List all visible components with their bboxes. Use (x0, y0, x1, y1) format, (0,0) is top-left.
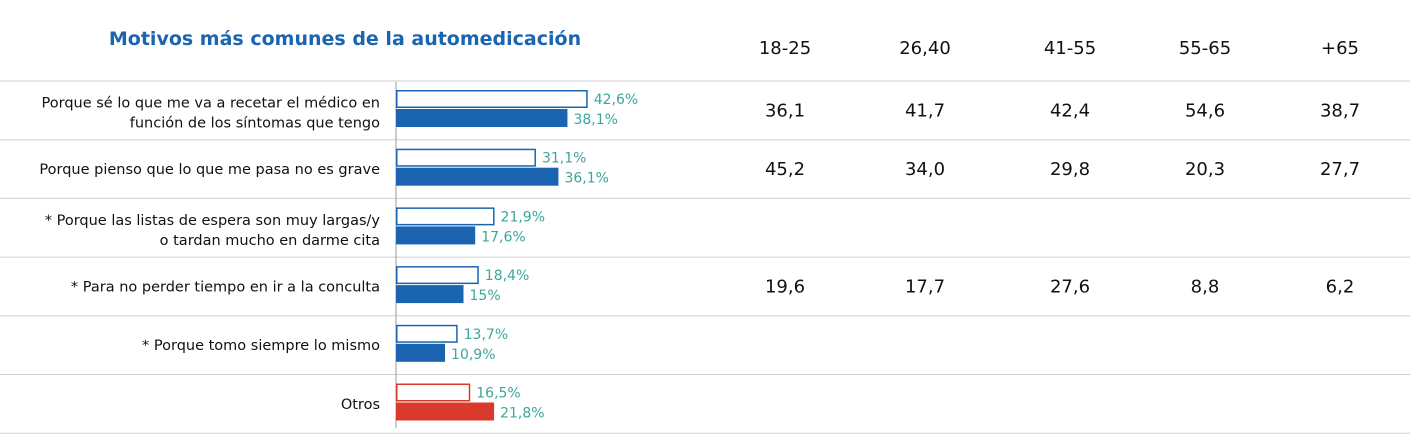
bar-value-label-series-2: 10,9% (451, 347, 495, 363)
column-header: +65 (1321, 38, 1359, 59)
bar-series-1 (396, 207, 495, 226)
category-label: * Porque tomo siempre lo mismo (142, 338, 380, 354)
bar-series-1 (396, 324, 458, 343)
category-label-line: * Porque las listas de espera son muy la… (45, 213, 381, 229)
bar-value-label-series-2: 15% (470, 288, 501, 304)
bar-series-2 (396, 285, 464, 304)
bar-value-label-series-1: 16,5% (476, 386, 520, 402)
bar-value-label-series-1: 31,1% (542, 151, 586, 167)
bar-series-2 (396, 343, 446, 362)
table-cell: 42,4 (1050, 100, 1090, 121)
bar-series-1 (396, 90, 588, 108)
bar-series-1 (396, 266, 479, 285)
category-label: Otros (341, 397, 380, 413)
bar-value-label-series-2: 38,1% (573, 112, 617, 128)
table-cell: 38,7 (1320, 100, 1360, 121)
category-label: * Para no perder tiempo en ir a la concu… (71, 279, 380, 295)
bar-series-1 (396, 383, 471, 402)
table-cell: 36,1 (765, 100, 805, 121)
table-cell: 6,2 (1326, 276, 1355, 297)
bar-series-2 (396, 226, 476, 245)
bar-value-label-series-2: 21,8% (500, 406, 544, 422)
chart-row: * Para no perder tiempo en ir a la concu… (71, 266, 1355, 304)
bar-series-1 (396, 148, 536, 167)
table-cell: 19,6 (765, 276, 805, 297)
category-label: Porque pienso que lo que me pasa no es g… (39, 162, 380, 178)
column-header: 18-25 (759, 38, 811, 59)
table-cell: 29,8 (1050, 159, 1090, 180)
category-label-line: Porque pienso que lo que me pasa no es g… (39, 162, 380, 178)
table-cell: 34,0 (905, 159, 945, 180)
chart-row: * Porque tomo siempre lo mismo 13,7% 10,9% (142, 324, 508, 363)
age-column-headers: 18-25 26,40 41-55 55-65 +65 (759, 38, 1359, 59)
category-label-line: Porque sé lo que me va a recetar el médi… (42, 95, 380, 111)
chart-row: Porque pienso que lo que me pasa no es g… (39, 148, 1360, 187)
column-header: 26,40 (899, 38, 951, 59)
column-header: 55-65 (1179, 38, 1231, 59)
category-label: Porque sé lo que me va a recetar el médi… (42, 95, 381, 131)
bar-value-label-series-1: 42,6% (594, 92, 638, 108)
category-label-line: * Porque tomo siempre lo mismo (142, 338, 380, 354)
category-label-line: Otros (341, 397, 380, 413)
category-label-line: * Para no perder tiempo en ir a la concu… (71, 279, 380, 295)
table-cell: 17,7 (905, 276, 945, 297)
category-label: * Porque las listas de espera son muy la… (45, 213, 381, 249)
category-label-line: o tardan mucho en darme cita (160, 233, 380, 249)
chart-row: Porque sé lo que me va a recetar el médi… (42, 90, 1360, 131)
chart-rows: Porque sé lo que me va a recetar el médi… (39, 90, 1360, 422)
bar-series-2 (396, 167, 559, 186)
chart-row: * Porque las listas de espera son muy la… (45, 207, 545, 249)
category-label-line: función de los síntomas que tengo (130, 115, 380, 131)
bar-value-label-series-1: 21,9% (501, 209, 545, 225)
table-cell: 54,6 (1185, 100, 1225, 121)
table-cell: 27,7 (1320, 159, 1360, 180)
bar-value-label-series-1: 18,4% (485, 268, 529, 284)
bar-value-label-series-2: 17,6% (481, 229, 525, 245)
column-header: 41-55 (1044, 38, 1096, 59)
bar-value-label-series-1: 13,7% (464, 327, 508, 343)
table-cell: 41,7 (905, 100, 945, 121)
table-cell: 20,3 (1185, 159, 1225, 180)
chart-title: Motivos más comunes de la automedicación (109, 28, 581, 50)
bar-series-2 (396, 402, 495, 421)
table-cell: 27,6 (1050, 276, 1090, 297)
chart-row: Otros 16,5% 21,8% (341, 383, 545, 422)
bar-value-label-series-2: 36,1% (564, 171, 608, 187)
row-dividers (0, 80, 1410, 434)
table-cell: 8,8 (1191, 276, 1220, 297)
table-cell: 45,2 (765, 159, 805, 180)
bar-series-2 (396, 109, 568, 127)
